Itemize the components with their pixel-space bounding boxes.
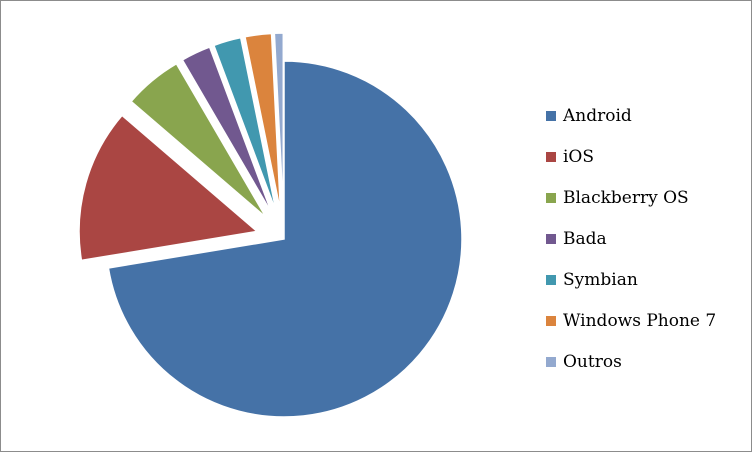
legend-label-ios: iOS <box>563 146 595 167</box>
legend-swatch-blackberry-os <box>546 192 556 203</box>
legend-swatch-android <box>546 110 556 121</box>
legend-swatch-outros <box>546 356 556 367</box>
legend-swatch-windows-phone-7 <box>546 315 556 326</box>
legend-label-symbian: Symbian <box>563 269 638 290</box>
legend-label-android: Android <box>563 105 632 126</box>
legend-item-symbian: Symbian <box>546 259 716 300</box>
legend-item-blackberry-os: Blackberry OS <box>546 177 716 218</box>
legend-swatch-symbian <box>546 274 556 285</box>
legend-label-outros: Outros <box>563 351 622 372</box>
pie-slice-ios <box>78 114 259 262</box>
legend-label-blackberry-os: Blackberry OS <box>563 187 689 208</box>
legend-swatch-bada <box>546 233 556 244</box>
pie-slice-bada <box>181 46 273 215</box>
pie-slice-blackberry-os <box>130 62 267 219</box>
pie-slice-windows-phone-7 <box>244 32 282 212</box>
pie-slice-android <box>107 60 463 418</box>
legend-item-ios: iOS <box>546 136 716 177</box>
legend: Android iOS Blackberry OS Bada Symbian Window… <box>546 95 716 382</box>
legend-item-android: Android <box>546 95 716 136</box>
legend-label-bada: Bada <box>563 228 607 249</box>
legend-item-windows-phone-7: Windows Phone 7 <box>546 300 716 341</box>
legend-item-bada: Bada <box>546 218 716 259</box>
pie-slice-symbian <box>212 36 278 213</box>
pie-slice-outros <box>273 32 285 212</box>
legend-item-outros: Outros <box>546 341 716 382</box>
legend-swatch-ios <box>546 151 556 162</box>
legend-label-windows-phone-7: Windows Phone 7 <box>563 310 717 331</box>
